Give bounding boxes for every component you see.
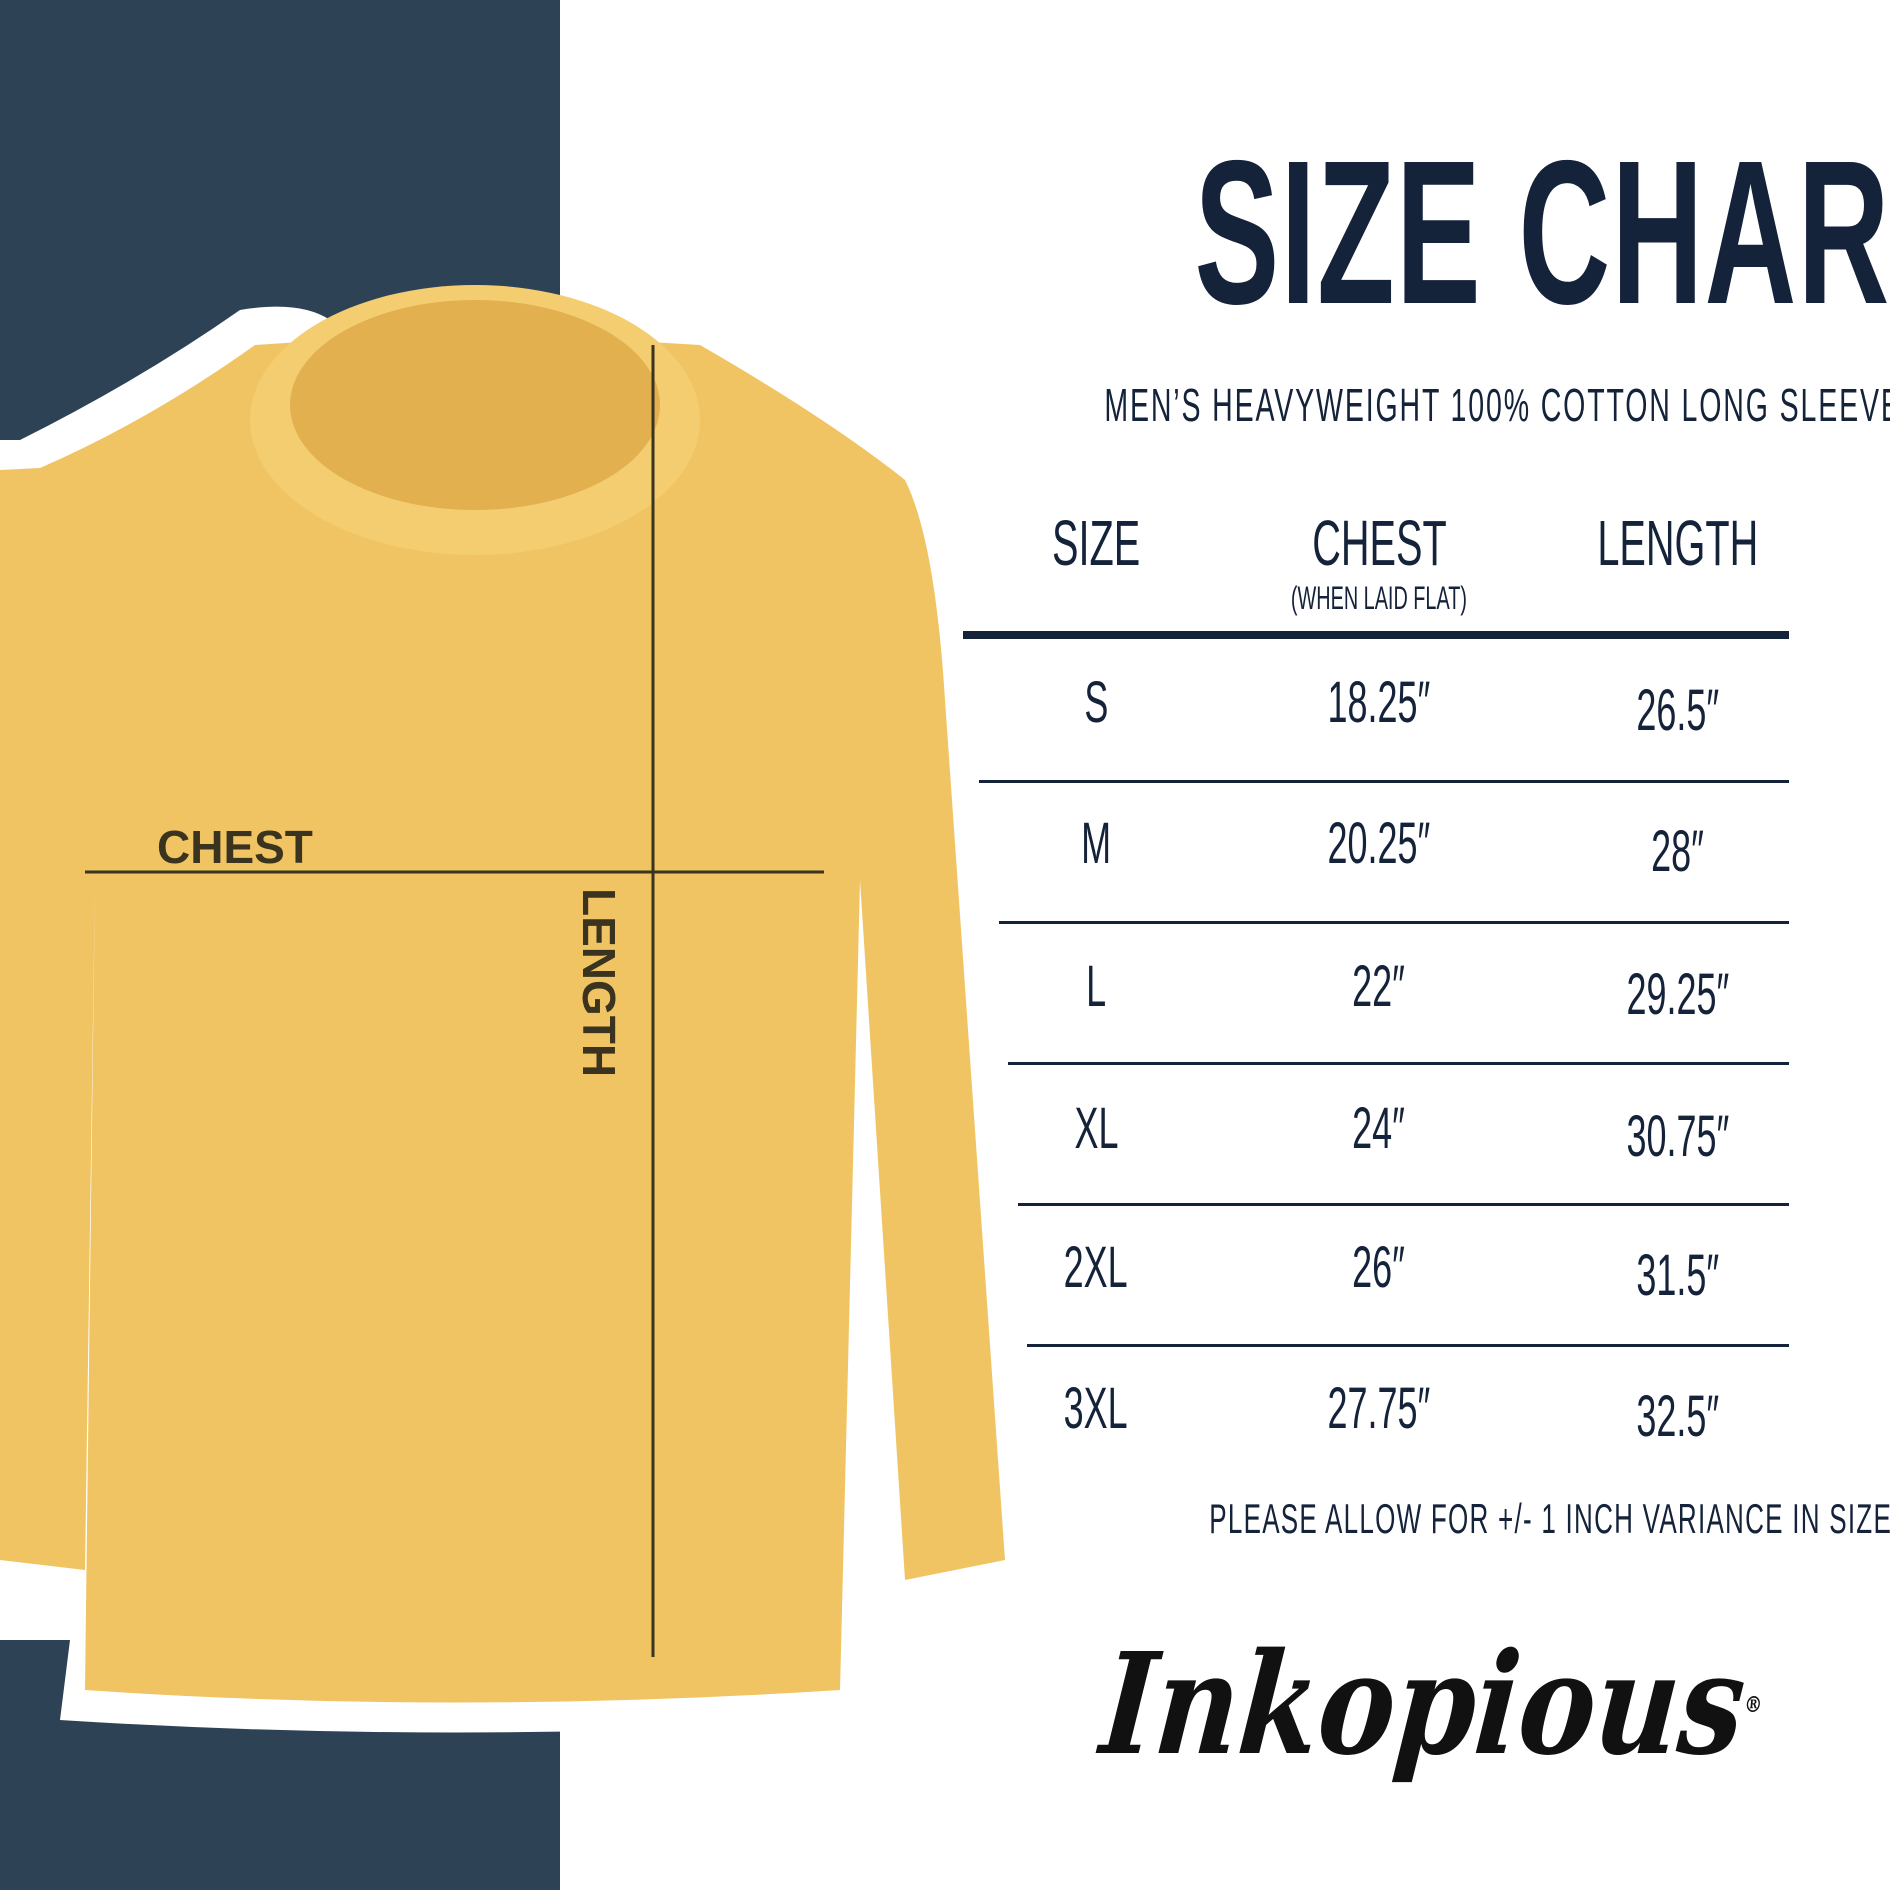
cell-size: S (1084, 670, 1108, 735)
row-divider (1008, 1062, 1789, 1065)
subtitle: MEN’S HEAVYWEIGHT 100% COTTON LONG SLEEV… (1104, 379, 1890, 431)
cell-chest: 22″ (1352, 954, 1406, 1019)
cell-length: 31.5″ (1636, 1243, 1720, 1308)
cell-length: 32.5″ (1636, 1384, 1720, 1449)
row-divider (979, 780, 1789, 783)
cell-chest: 27.75″ (1327, 1376, 1431, 1441)
cell-chest: 24″ (1352, 1096, 1406, 1161)
header-divider (963, 631, 1789, 639)
cell-size: XL (1073, 1096, 1118, 1161)
cell-size: L (1085, 954, 1106, 1019)
cell-chest: 20.25″ (1327, 811, 1431, 876)
cell-chest: 26″ (1352, 1235, 1406, 1300)
shirt-neck-opening (290, 300, 660, 510)
page-title: SIZE CHART (1194, 118, 1890, 347)
header-chest-note: (WHEN LAID FLAT) (1290, 580, 1467, 616)
row-divider (1027, 1344, 1789, 1347)
header-size: SIZE (1051, 507, 1141, 579)
variance-note: PLEASE ALLOW FOR +/- 1 INCH VARIANCE IN … (1209, 1495, 1890, 1542)
header-length: LENGTH (1597, 507, 1759, 579)
cell-length: 30.75″ (1626, 1104, 1730, 1169)
cell-size: M (1081, 811, 1111, 876)
cell-length: 26.5″ (1636, 678, 1720, 743)
cell-length: 28″ (1651, 819, 1705, 884)
brand-logo: Inkopious® (1095, 1623, 1764, 1787)
cell-size: 3XL (1063, 1376, 1128, 1441)
cell-chest: 18.25″ (1327, 670, 1431, 735)
length-label: LENGTH (573, 888, 625, 1078)
row-divider (1018, 1203, 1789, 1206)
header-chest: CHEST (1311, 507, 1447, 579)
cell-length: 29.25″ (1626, 962, 1730, 1027)
shirt-body (0, 337, 1005, 1703)
row-divider (999, 921, 1789, 924)
cell-size: 2XL (1063, 1235, 1128, 1300)
chest-label: CHEST (157, 821, 313, 873)
